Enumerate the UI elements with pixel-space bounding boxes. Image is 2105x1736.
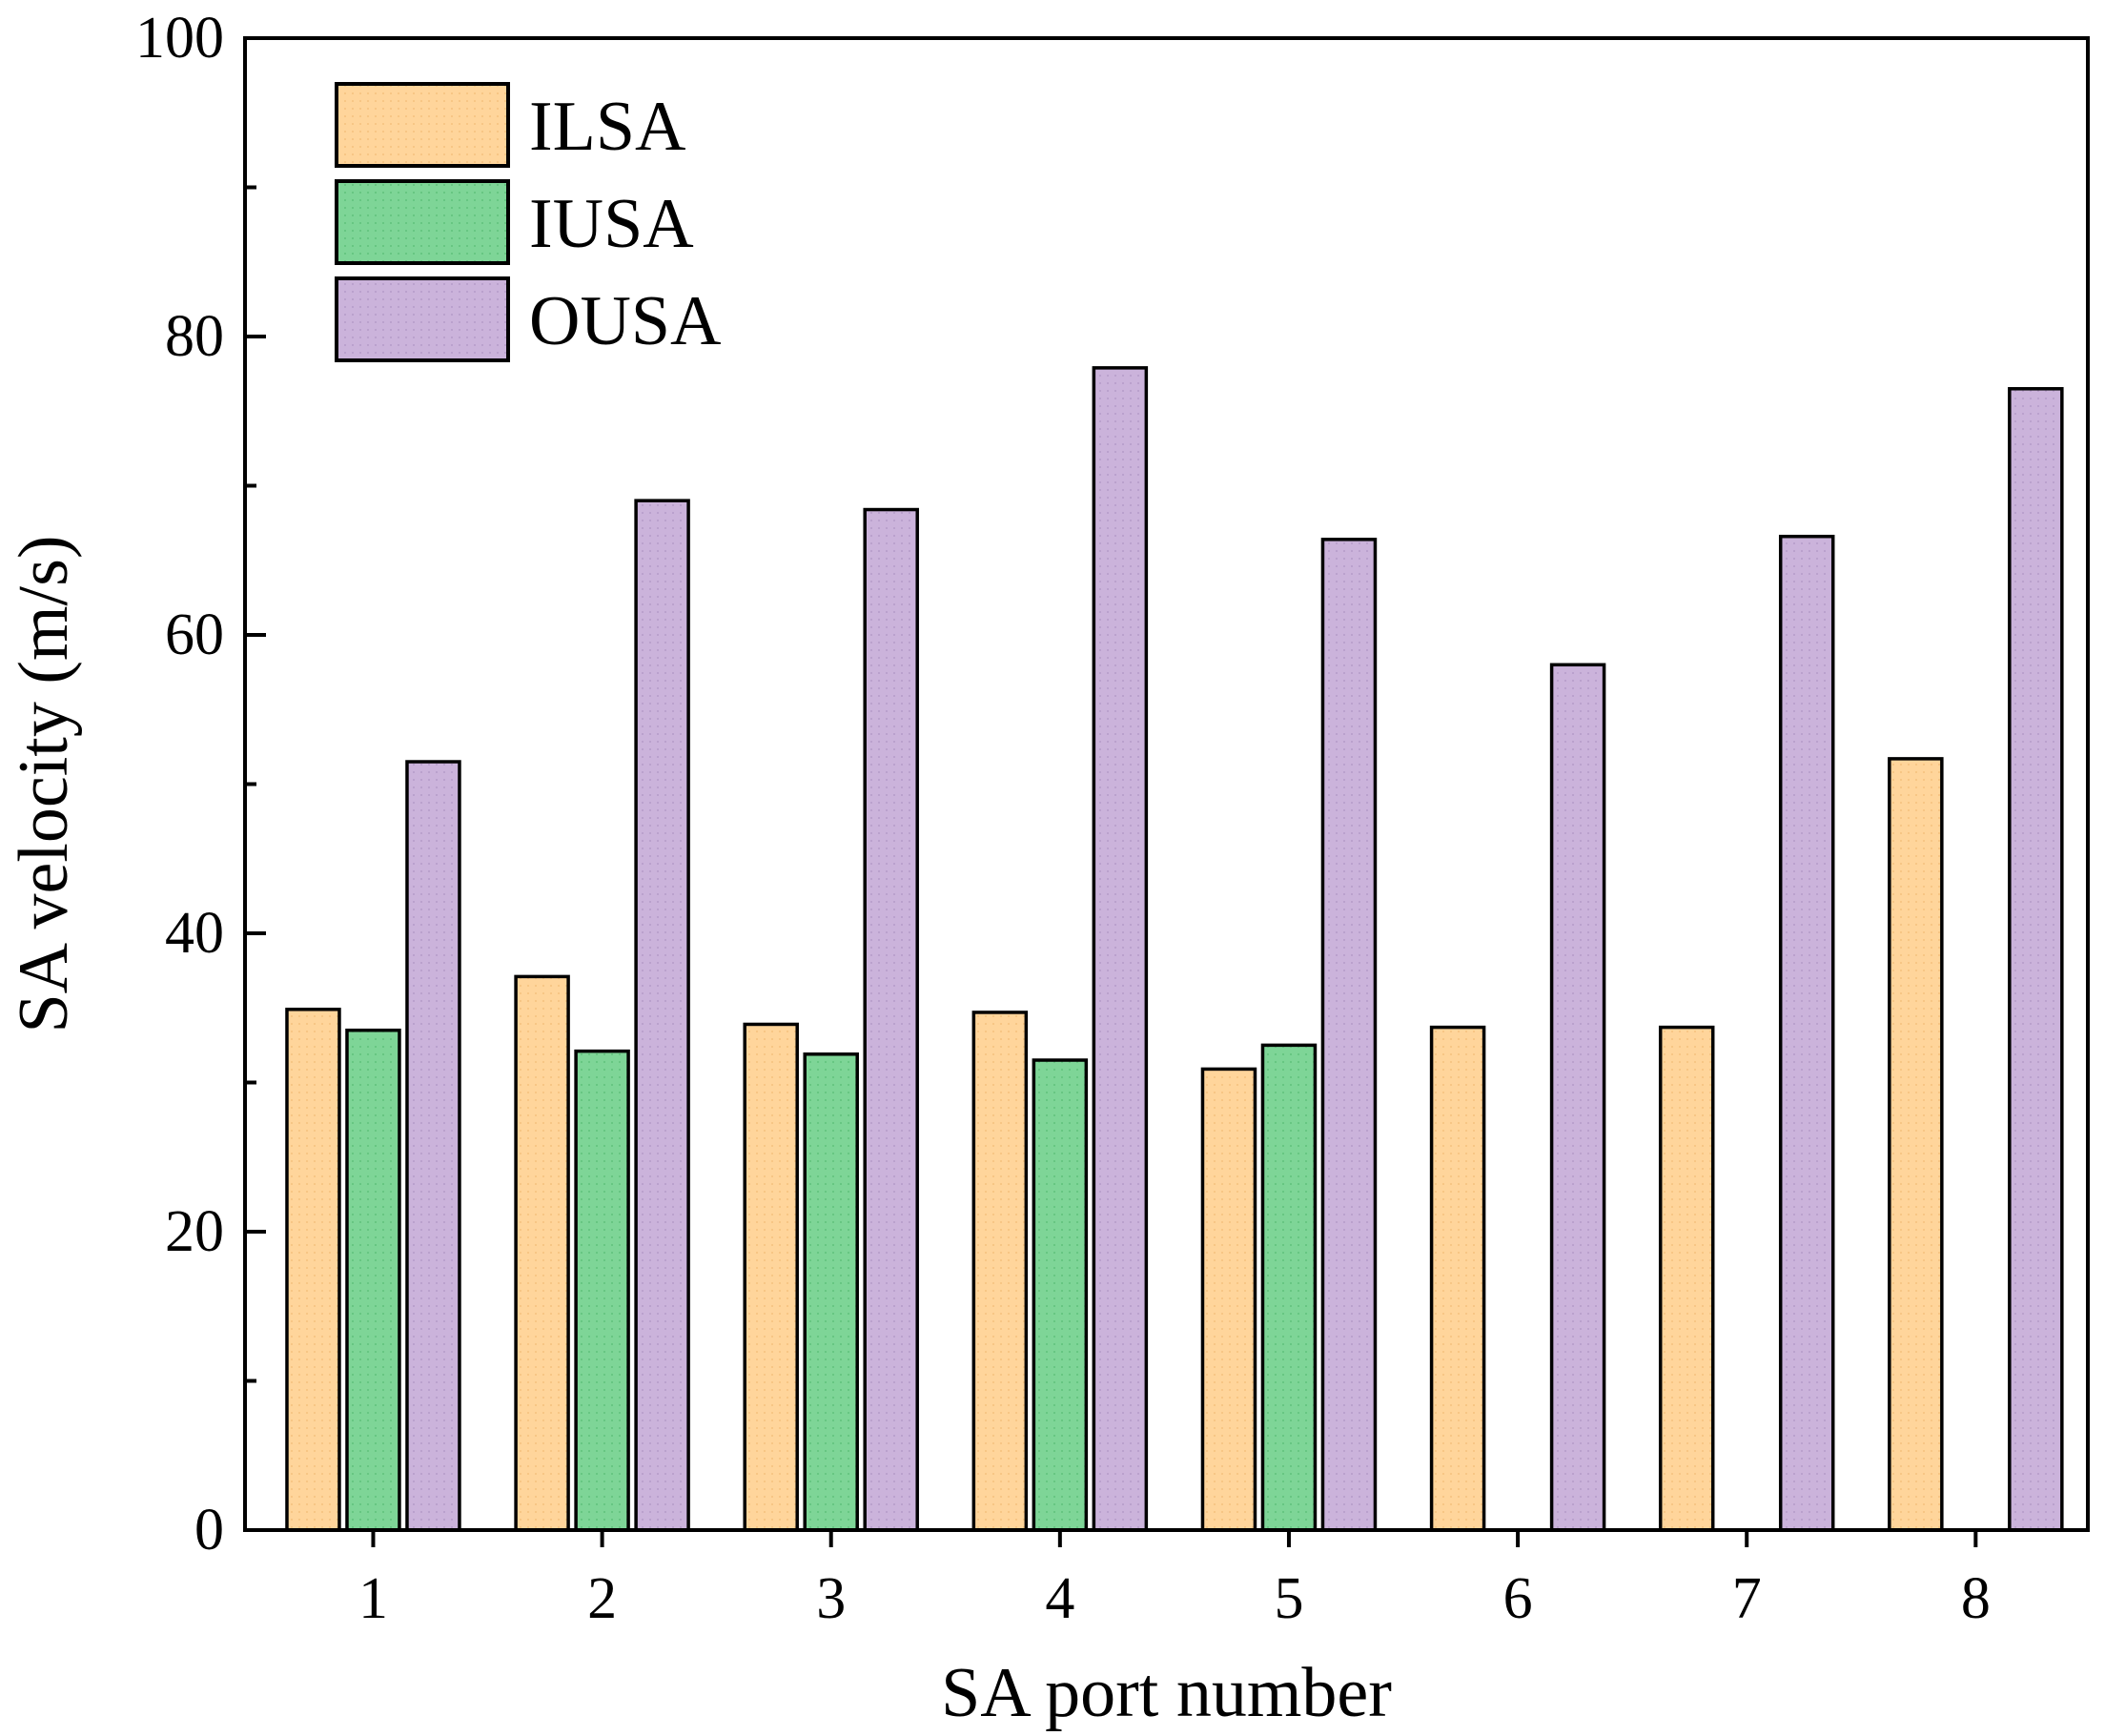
x-axis-title: SA port number [941, 1654, 1392, 1731]
ousa-bar [634, 499, 690, 1532]
ousa-bar [1092, 366, 1149, 1532]
x-tick-label: 4 [1045, 1566, 1074, 1631]
iusa-bar [1260, 1043, 1318, 1532]
legend: ILSA IUSA OUSA [335, 82, 721, 362]
ilsa-bar [1888, 757, 1944, 1532]
y-tick-label: 60 [165, 602, 224, 667]
legend-swatch-ousa [335, 276, 510, 362]
x-tick-label: 6 [1503, 1566, 1533, 1631]
ousa-bar [2008, 387, 2064, 1532]
legend-label-ousa: OUSA [529, 282, 721, 360]
ousa-bar [1320, 538, 1378, 1532]
x-tick-label: 3 [816, 1566, 846, 1631]
ousa-bar [863, 507, 919, 1532]
legend-swatch-ilsa [335, 82, 510, 168]
y-tick-label: 100 [135, 6, 224, 71]
ilsa-bar [1429, 1025, 1486, 1532]
ousa-bar [1778, 534, 1835, 1532]
legend-label-ilsa: ILSA [529, 88, 685, 166]
iusa-bar [803, 1052, 859, 1532]
bars-layer [285, 366, 2064, 1532]
ilsa-bar [1200, 1067, 1257, 1532]
legend-swatch-iusa [335, 179, 510, 265]
y-tick-label: 0 [194, 1498, 224, 1562]
ilsa-bar [971, 1011, 1029, 1532]
y-axis-title: SA velocity (m/s) [5, 535, 83, 1032]
x-tick-label: 8 [1961, 1566, 1991, 1631]
y-tick-label: 80 [165, 304, 224, 369]
ilsa-bar [285, 1008, 341, 1532]
x-tick-label: 5 [1274, 1566, 1303, 1631]
ilsa-bar [743, 1022, 799, 1532]
x-tick-label: 7 [1732, 1566, 1762, 1631]
y-axis-ticks: 0 20 40 60 80 100 [135, 6, 266, 1562]
x-axis-ticks: 1 2 3 4 5 6 7 8 [358, 1530, 1991, 1631]
ousa-bar [405, 760, 461, 1532]
y-tick-label: 40 [165, 901, 224, 966]
iusa-bar [574, 1049, 630, 1532]
x-tick-label: 2 [587, 1566, 617, 1631]
ousa-bar [1549, 663, 1606, 1532]
y-tick-label: 20 [165, 1199, 224, 1264]
iusa-bar [1032, 1058, 1089, 1532]
x-tick-label: 1 [358, 1566, 388, 1631]
iusa-bar [345, 1028, 401, 1532]
ilsa-bar [514, 974, 570, 1532]
legend-label-iusa: IUSA [529, 185, 694, 263]
ilsa-bar [1658, 1025, 1715, 1532]
